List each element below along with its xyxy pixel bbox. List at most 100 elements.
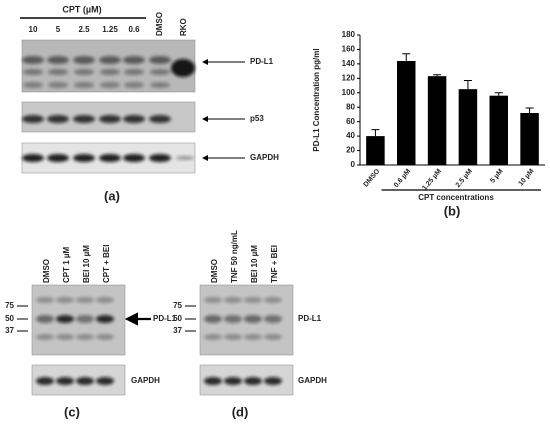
band [96,377,114,385]
band [76,315,94,323]
x-tick-label: 5 µM [489,168,505,185]
band [22,115,44,123]
lane-label: CPT + BEI [102,245,111,283]
panel-label: (a) [104,188,120,203]
band [76,297,94,303]
blot-label: PD-L1 [153,314,177,323]
y-tick-label: 140 [342,59,356,68]
blot-label: p53 [250,114,264,123]
band [23,69,43,75]
band [244,297,262,303]
lane-label: TNF + BEI [270,245,279,283]
blot-label: GAPDH [131,376,160,385]
band [224,315,242,323]
band [224,377,242,385]
band [76,334,94,340]
bar [458,89,478,165]
band [99,154,121,162]
band [204,377,222,385]
lane-label: 2.5 [78,25,90,34]
band [150,69,170,75]
x-tick-label: 10 µM [518,168,536,188]
band [204,334,222,340]
band [264,377,282,385]
panel-label: (b) [444,203,461,218]
band [123,56,145,64]
band [73,115,95,123]
band [244,377,262,385]
band [23,82,43,88]
panel-label: (d) [232,404,249,419]
error-bar [371,129,380,137]
error-bar [494,92,503,96]
bar [427,76,447,165]
error-bar [525,107,534,113]
lane-label: BEI 10 µM [250,245,259,283]
band [150,82,170,88]
band [36,297,54,303]
band [99,115,121,123]
band [47,115,69,123]
band [123,154,145,162]
lane-label: DMSO [210,259,219,283]
band [149,56,171,64]
lane-label: CPT 1 µM [62,246,71,283]
x-tick-label: 0.6 µM [393,168,412,189]
y-tick-label: 40 [346,131,355,140]
marker-label: 37 [173,326,182,335]
band [48,69,68,75]
band [124,69,144,75]
bar [366,136,385,165]
band [96,334,114,340]
lane-label: 1.25 [102,25,118,34]
band [204,297,222,303]
marker-label: 50 [173,314,182,323]
band [96,297,114,303]
band [100,82,120,88]
band [244,315,262,323]
bar [489,95,508,165]
band [47,154,69,162]
band [264,297,282,303]
band [36,334,54,340]
band [56,334,74,340]
band [36,377,54,385]
y-tick-label: 100 [342,88,356,97]
band [204,315,222,323]
band [171,59,195,77]
lane-label: BEI 10 µM [82,245,91,283]
y-tick-label: 20 [346,146,355,155]
band [224,297,242,303]
y-axis-label: PD-L1 Concentration pg/ml [312,48,321,151]
y-tick-label: 160 [342,45,356,54]
band [76,377,94,385]
band [96,315,114,323]
x-tick-label: DMSO [363,168,382,189]
panel-label: (c) [64,404,80,419]
y-tick-label: 60 [346,117,355,126]
lane-label: RKO [179,18,188,36]
band [48,82,68,88]
header: CPT (µM) [62,4,101,14]
band [22,56,44,64]
band [176,156,194,160]
blot-label: GAPDH [298,376,327,385]
error-bar [402,53,411,61]
lane-label: DMSO [42,259,51,283]
band [73,154,95,162]
band [149,154,171,162]
x-axis-label: CPT concentrations [418,193,494,202]
blot-label: PD-L1 [298,314,322,323]
blot-label: PD-L1 [250,57,274,66]
y-tick-label: 80 [346,102,355,111]
y-tick-label: 180 [342,30,356,39]
band [149,115,171,123]
band [123,115,145,123]
blot-label: GAPDH [250,153,279,162]
lane-label: TNF 50 ng/mL [230,230,239,283]
band [56,377,74,385]
bar [520,113,539,165]
error-bar [433,74,442,77]
y-tick-label: 0 [351,160,356,169]
